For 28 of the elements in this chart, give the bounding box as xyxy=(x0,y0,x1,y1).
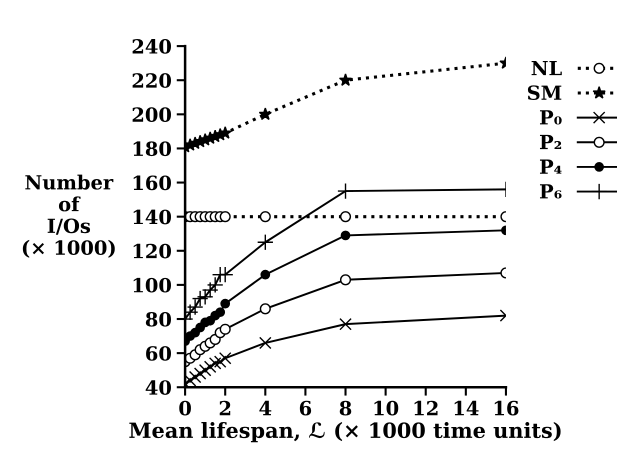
x-tick-label: 14 xyxy=(454,400,479,416)
x-tick-label: 10 xyxy=(374,400,398,416)
x-axis-title: Mean lifespan, ℒ (× 1000 time units) xyxy=(129,422,561,442)
x-tick-label: 16 xyxy=(494,400,518,416)
y-tick-label: 180 xyxy=(134,141,171,156)
y-axis-title: Number of I/Os (× 1000) xyxy=(22,174,115,258)
y-tick-label: 100 xyxy=(134,278,171,293)
legend-label: P₄ xyxy=(540,160,562,174)
y-tick-label: 40 xyxy=(146,380,171,395)
x-tick-label: 8 xyxy=(340,400,352,416)
y-tick-label: 220 xyxy=(132,73,171,88)
y-tick-label: 120 xyxy=(134,244,171,258)
legend-label: P₆ xyxy=(540,184,562,198)
y-tick-label: 140 xyxy=(134,210,171,224)
y-tick-label: 60 xyxy=(146,346,171,361)
y-tick-label: 80 xyxy=(146,312,171,327)
legend-label: P₂ xyxy=(540,134,562,150)
x-tick-label: 2 xyxy=(220,400,230,416)
legend-label: P₀ xyxy=(540,110,562,124)
x-tick-label: 4 xyxy=(259,400,272,416)
y-tick-label: 240 xyxy=(132,39,171,54)
y-tick-label: 200 xyxy=(132,107,171,122)
x-tick-label: 6 xyxy=(300,400,312,416)
x-tick-label: 12 xyxy=(414,400,438,416)
x-tick-label: 0 xyxy=(179,400,191,416)
y-tick-label: 160 xyxy=(134,176,171,190)
legend-label: SM xyxy=(528,85,562,100)
legend-label: NL xyxy=(532,60,562,76)
